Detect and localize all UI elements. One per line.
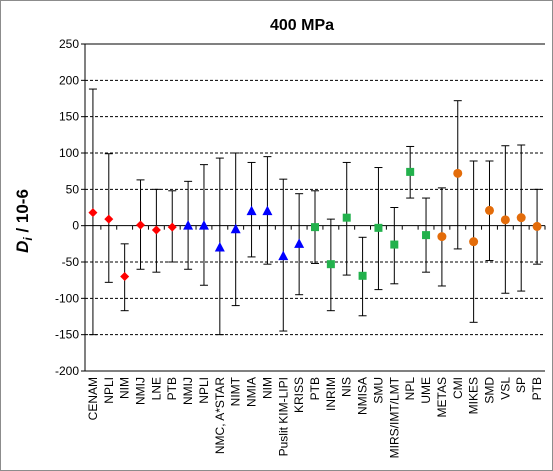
x-tick-labels: CENAM NPLI NIM NMIJ LNE PTB NMIJ NPLI NMC, A*STA… xyxy=(86,376,544,458)
y-axis-label-subscript: i xyxy=(21,237,35,241)
x-tick-label: SMU xyxy=(371,377,385,404)
triangle-marker xyxy=(246,205,257,216)
y-tick-label: 150 xyxy=(59,110,79,124)
x-tick-label: NMIA xyxy=(245,377,259,407)
square-marker xyxy=(374,223,383,232)
square-marker xyxy=(311,223,319,232)
x-tick-label: PTB xyxy=(165,377,179,400)
circle-marker xyxy=(437,232,447,242)
x-tick-label: CMI xyxy=(451,377,465,399)
x-tick-label: SMD xyxy=(482,377,496,404)
square-marker xyxy=(358,271,367,280)
x-tick-label: INRIM xyxy=(324,377,338,411)
x-tick-label: SP xyxy=(514,377,528,393)
square-marker xyxy=(422,231,431,240)
x-tick-label: NIM xyxy=(118,377,132,399)
x-tick-label: Puslit KIM-LIPI xyxy=(276,377,290,456)
x-tick-label: NMIJ xyxy=(181,377,195,405)
circle-marker xyxy=(532,221,542,231)
circle-marker xyxy=(500,215,510,225)
x-tick-label: NPLI xyxy=(102,377,116,404)
x-tick-label: NPL xyxy=(403,377,417,401)
diamond-marker xyxy=(104,214,114,224)
diamond-marker xyxy=(88,208,98,218)
x-tick-label: LNE xyxy=(149,377,163,400)
y-tick-label: 0 xyxy=(72,219,79,233)
triangle-marker xyxy=(294,238,305,248)
triangle-marker xyxy=(214,241,225,252)
x-tick-label: VSL xyxy=(498,377,512,400)
y-tick-label: 200 xyxy=(59,73,79,87)
triangle-marker xyxy=(278,250,289,261)
y-tick-label: 100 xyxy=(59,146,79,160)
y-axis-label-main: D xyxy=(13,241,32,253)
y-tick-label: -200 xyxy=(55,364,79,378)
circle-marker xyxy=(516,213,526,223)
x-tick-label: NMISA xyxy=(356,377,370,415)
x-tick-label: NIMT xyxy=(229,376,243,406)
square-marker xyxy=(390,240,399,249)
x-tick-label: CENAM xyxy=(86,377,100,420)
y-tick-label: -50 xyxy=(62,255,80,269)
triangle-marker xyxy=(230,223,241,234)
square-marker xyxy=(326,260,335,269)
diamond-marker xyxy=(136,220,146,230)
chart-title: 400 MPa xyxy=(270,17,334,34)
x-tick-label: NMC, A*STAR xyxy=(213,377,227,454)
x-tick-label: NIS xyxy=(340,377,354,397)
square-marker xyxy=(342,213,351,222)
x-tick-label: PTB xyxy=(308,377,322,400)
error-bars xyxy=(88,88,542,336)
y-tick-label: -100 xyxy=(55,291,79,305)
x-tick-label: METAS xyxy=(435,377,449,417)
y-axis-label: Di / 10-6 xyxy=(13,189,35,253)
x-tick-label: PTB xyxy=(530,377,544,400)
data-markers xyxy=(88,167,542,282)
circle-marker xyxy=(453,168,463,178)
y-tick-label: -150 xyxy=(55,328,79,342)
x-tick-label: MIKES xyxy=(467,377,481,414)
x-tick-label: NPLI xyxy=(197,377,211,404)
triangle-marker xyxy=(262,205,273,216)
x-tick-label: NMIJ xyxy=(134,377,148,405)
circle-marker xyxy=(469,237,479,247)
square-marker xyxy=(406,167,415,176)
triangle-marker xyxy=(183,220,194,230)
circle-marker xyxy=(484,205,494,215)
x-tick-label: KRISS xyxy=(292,377,306,413)
diamond-marker xyxy=(151,225,161,235)
x-tick-label: UME xyxy=(419,377,433,404)
x-tick-label: NIM xyxy=(260,377,274,399)
x-tick-label: MIRS/IMT/LMT xyxy=(387,376,401,458)
diamond-marker xyxy=(120,272,130,282)
diamond-marker xyxy=(167,222,177,232)
y-axis-label-rest: / 10-6 xyxy=(13,189,32,237)
y-tick-labels: -200 -150 -100 -50 0 50 100 150 200 250 xyxy=(55,37,79,378)
y-tick-label: 250 xyxy=(59,37,79,51)
triangle-marker xyxy=(198,220,209,230)
y-tick-label: 50 xyxy=(66,182,80,196)
